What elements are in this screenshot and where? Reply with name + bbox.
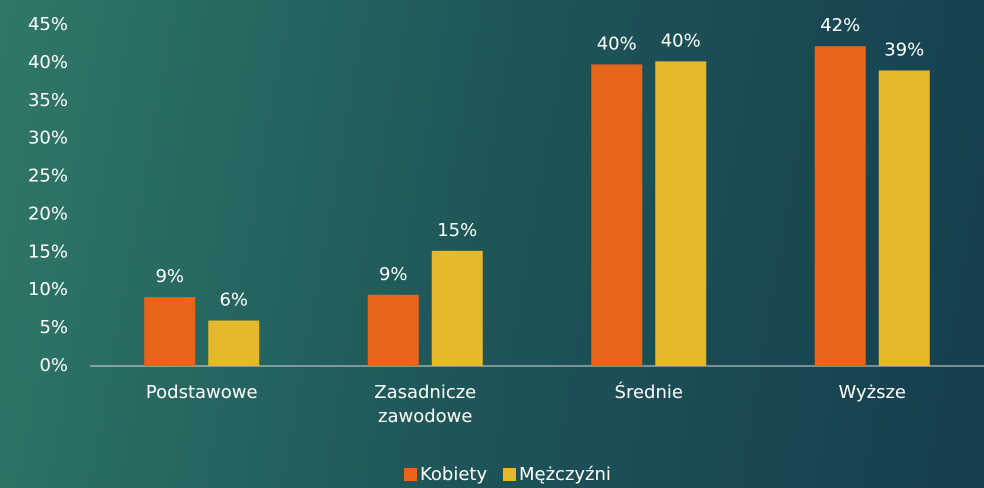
y-tick-label: 10% bbox=[28, 279, 68, 300]
bar bbox=[591, 64, 643, 366]
data-label: 9% bbox=[155, 266, 184, 287]
data-label: 6% bbox=[219, 290, 248, 311]
y-tick-label: 40% bbox=[28, 52, 68, 73]
data-label: 42% bbox=[820, 15, 860, 36]
y-tick-label: 35% bbox=[28, 90, 68, 111]
y-tick-label: 15% bbox=[28, 241, 68, 262]
data-label: 39% bbox=[884, 39, 924, 60]
legend-entry: Mężczyźni bbox=[503, 464, 611, 485]
bar bbox=[878, 70, 930, 366]
y-tick-label: 30% bbox=[28, 128, 68, 149]
data-label: 15% bbox=[437, 220, 477, 241]
legend-swatch bbox=[503, 468, 516, 481]
y-tick-label: 5% bbox=[39, 317, 68, 338]
x-tick-label: Podstawowe bbox=[145, 382, 258, 403]
y-tick-label: 25% bbox=[28, 166, 68, 187]
legend-entry: Kobiety bbox=[404, 464, 487, 485]
legend-label: Kobiety bbox=[420, 464, 488, 485]
legend-swatch bbox=[404, 468, 417, 481]
bar bbox=[814, 46, 866, 367]
bar bbox=[655, 61, 707, 367]
x-tick-label: Średnie bbox=[614, 382, 683, 403]
bar bbox=[367, 294, 419, 366]
bar bbox=[144, 297, 196, 366]
bar bbox=[431, 250, 483, 366]
data-label: 9% bbox=[379, 264, 408, 285]
y-tick-label: 0% bbox=[39, 355, 68, 376]
x-tick-label: Wyższe bbox=[838, 382, 906, 403]
y-tick-label: 20% bbox=[28, 203, 68, 224]
x-tick-label: Zasadnicze zawodowe bbox=[374, 382, 477, 427]
data-label: 40% bbox=[661, 30, 701, 51]
legend-label: Mężczyźni bbox=[519, 464, 611, 485]
data-label: 40% bbox=[597, 33, 637, 54]
y-tick-label: 45% bbox=[28, 14, 68, 35]
bar bbox=[208, 320, 260, 366]
